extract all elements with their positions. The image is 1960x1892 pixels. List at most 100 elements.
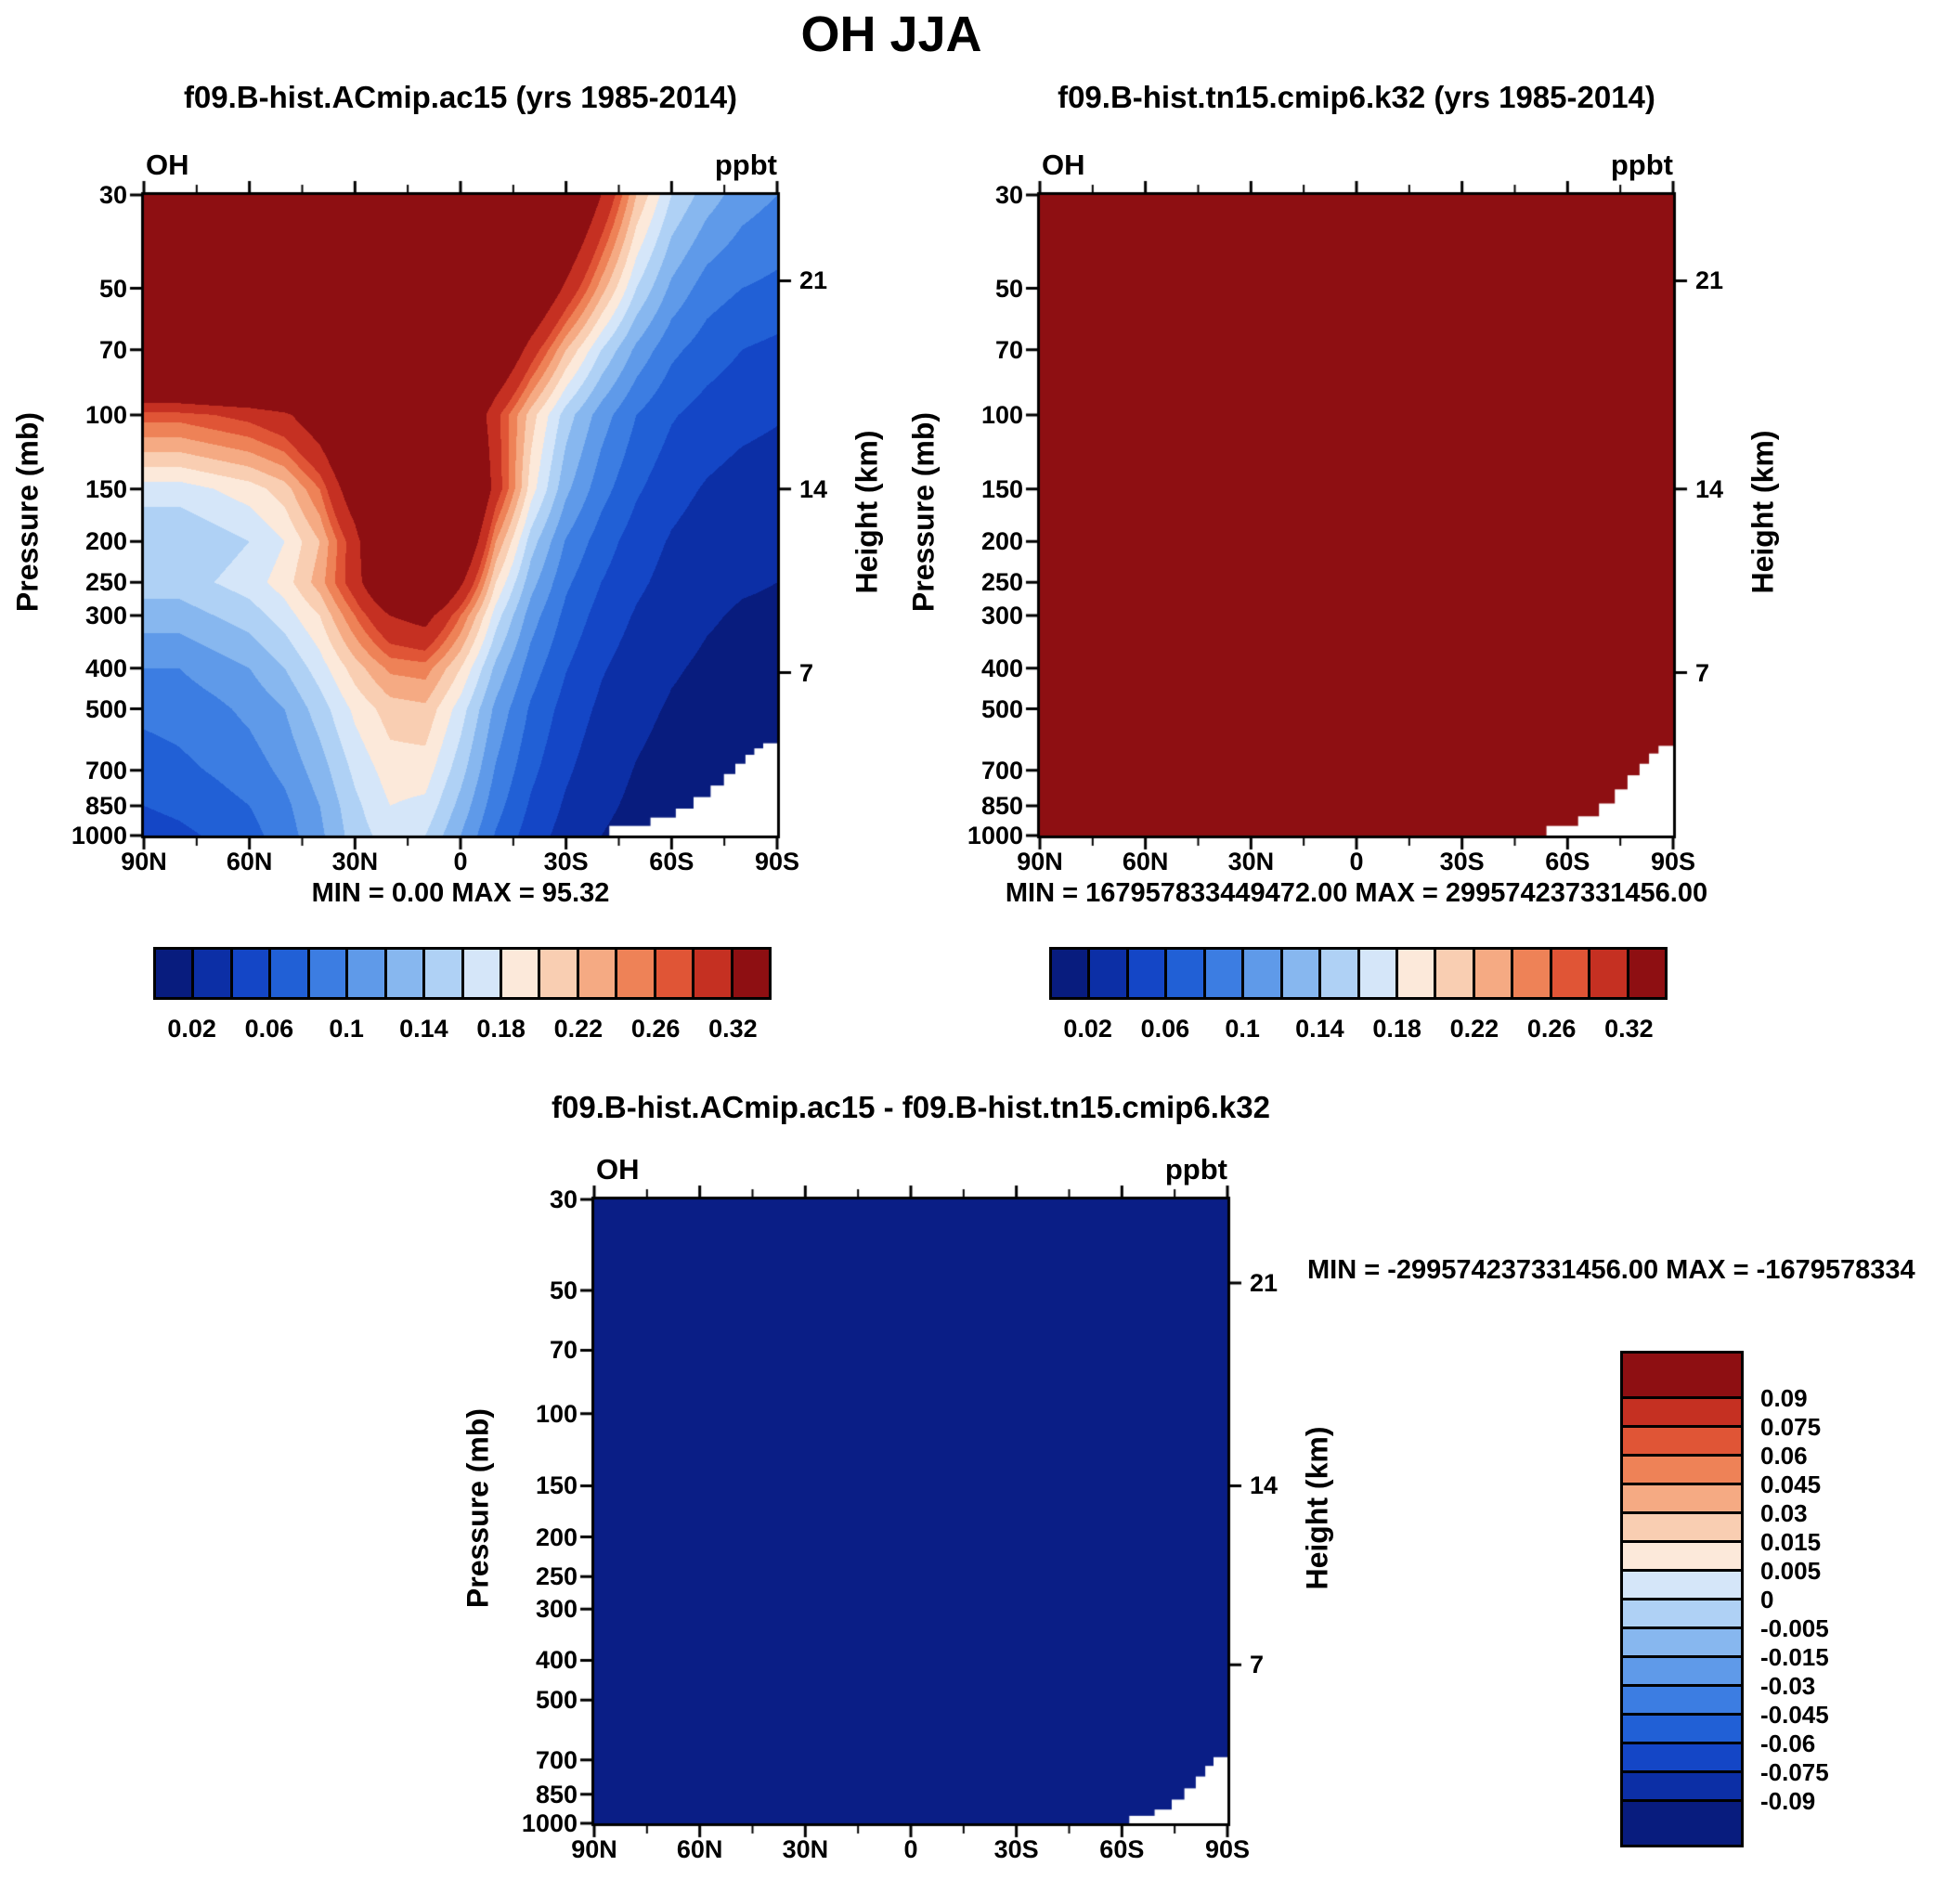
pressure-tick-label: 700 [84, 756, 127, 784]
latitude-tick-label: 0 [1349, 848, 1364, 875]
colorbar-tick-label: 0.14 [1295, 1015, 1344, 1043]
colorbar-cell [194, 950, 230, 997]
colorbar-tick-label: 0.22 [1449, 1015, 1499, 1043]
latitude-tick-label: 30S [1439, 848, 1485, 875]
main-title: OH JJA [800, 6, 982, 62]
pressure-tick-label: 70 [549, 1336, 578, 1365]
colorbar-cell [1623, 1354, 1741, 1396]
pressure-tick-label: 150 [84, 474, 127, 503]
height-axis-label: Height (km) [850, 430, 884, 594]
colorbar-tick-label: -0.09 [1760, 1786, 1816, 1815]
pressure-tick-label: 400 [84, 654, 127, 682]
colorbar-cell [694, 950, 731, 997]
colorbar-tick-label: 0.14 [399, 1015, 448, 1043]
pressure-tick-label: 100 [84, 400, 127, 429]
latitude-tick-label: 30S [993, 1835, 1039, 1863]
pressure-tick-label: 500 [84, 694, 127, 723]
latitude-tick-label: 90S [754, 848, 800, 875]
colorbar-difference [1620, 1351, 1744, 1847]
pressure-tick-label: 50 [549, 1276, 578, 1304]
latitude-tick-label: 90N [571, 1835, 617, 1863]
colorbar-cell [1623, 1543, 1741, 1569]
pressure-tick-label: 500 [535, 1686, 578, 1715]
colorbar-cell [1128, 950, 1165, 997]
pressure-tick-label: 1000 [521, 1809, 578, 1837]
colorbar-cell [1359, 950, 1395, 997]
colorbar-tick-label: 0.26 [1526, 1015, 1577, 1043]
latitude-tick-label: 90N [1017, 848, 1063, 875]
colorbar-tick-label: 0.22 [553, 1015, 604, 1043]
colorbar-tick-label: 0.1 [1225, 1015, 1260, 1043]
units-label: ppbt [714, 149, 777, 181]
colorbar-tick-label: 0.26 [630, 1015, 681, 1043]
colorbar-tick-label: -0.005 [1760, 1613, 1829, 1642]
colorbar-cell [1623, 1744, 1741, 1770]
colorbar-tick-label: 0.075 [1760, 1412, 1822, 1441]
colorbar-tick-label: 0.02 [1063, 1015, 1112, 1043]
latitude-tick-label: 60S [1099, 1835, 1145, 1863]
colorbar-tick-label: -0.03 [1760, 1671, 1816, 1700]
panel-title: f09.B-hist.tn15.cmip6.k32 (yrs 1985-2014… [1058, 80, 1655, 114]
colorbar-cell [1052, 950, 1088, 997]
pressure-tick-label: 300 [84, 602, 127, 630]
latitude-tick-label: 90S [1204, 1835, 1251, 1863]
variable-label: OH [596, 1153, 640, 1186]
colorbar-left [153, 947, 772, 1000]
colorbar-cell [463, 950, 500, 997]
colorbar-tick-label: 0.18 [476, 1015, 526, 1043]
latitude-tick-label: 30S [543, 848, 589, 875]
latitude-tick-label: 30N [782, 1835, 829, 1863]
colorbar-tick-label: 0.1 [329, 1015, 364, 1043]
colorbar-tick-label: 0.06 [1760, 1441, 1808, 1470]
colorbar-tick-label: 0.06 [1140, 1015, 1190, 1043]
latitude-tick-label: 60S [1545, 848, 1590, 875]
latitude-tick-label: 60N [1122, 848, 1169, 875]
latitude-tick-label: 90N [121, 848, 167, 875]
colorbar-cell [617, 950, 654, 997]
colorbar-cell [271, 950, 307, 997]
units-label: ppbt [1610, 149, 1673, 181]
pressure-tick-label: 1000 [71, 822, 127, 849]
pressure-tick-label: 30 [994, 181, 1023, 209]
colorbar-tick-label: 0.015 [1760, 1527, 1822, 1556]
colorbar-cell [540, 950, 577, 997]
colorbar-cell [348, 950, 384, 997]
pressure-tick-label: 700 [535, 1745, 578, 1774]
variable-label: OH [1042, 149, 1085, 181]
colorbar-tick-label: -0.06 [1760, 1729, 1816, 1757]
latitude-tick-label: 0 [453, 848, 468, 875]
contour-plot-canvas [1025, 180, 1688, 850]
latitude-tick-label: 60N [676, 1835, 723, 1863]
pressure-tick-label: 150 [535, 1471, 578, 1500]
colorbar-cell [1623, 1716, 1741, 1742]
colorbar-cell [1623, 1629, 1741, 1655]
height-tick-label: 7 [799, 658, 814, 687]
colorbar-cell [1623, 1572, 1741, 1598]
pressure-tick-label: 70 [994, 335, 1023, 364]
pressure-tick-label: 300 [535, 1595, 578, 1624]
colorbar-cell [1513, 950, 1550, 997]
height-axis-label: Height (km) [1746, 430, 1780, 594]
colorbar-right [1049, 947, 1668, 1000]
colorbar-cell [1167, 950, 1203, 997]
colorbar-cell [156, 950, 192, 997]
contour-plot-canvas [129, 180, 792, 850]
colorbar-cell [1623, 1687, 1741, 1713]
colorbar-tick-label: 0.09 [1760, 1383, 1808, 1412]
colorbar-tick-label: 0 [1760, 1585, 1774, 1613]
pressure-tick-label: 850 [535, 1780, 578, 1808]
colorbar-tick-label: 0.045 [1760, 1470, 1822, 1498]
panel-title: f09.B-hist.ACmip.ac15 (yrs 1985-2014) [183, 80, 738, 114]
height-tick-label: 21 [1695, 266, 1724, 295]
colorbar-cell [1321, 950, 1357, 997]
colorbar-tick-label: -0.045 [1760, 1700, 1829, 1729]
pressure-tick-label: 30 [549, 1186, 578, 1213]
height-tick-label: 7 [1250, 1651, 1265, 1679]
colorbar-cell [1623, 1600, 1741, 1626]
minmax-text: MIN = -299574237331456.00 MAX = -1679578… [1307, 1255, 1915, 1285]
colorbar-cell [1551, 950, 1589, 997]
minmax-text: MIN = 0.00 MAX = 95.32 [311, 878, 610, 908]
variable-label: OH [146, 149, 189, 181]
pressure-tick-label: 200 [535, 1523, 578, 1551]
colorbar-tick-label: -0.015 [1760, 1642, 1829, 1671]
